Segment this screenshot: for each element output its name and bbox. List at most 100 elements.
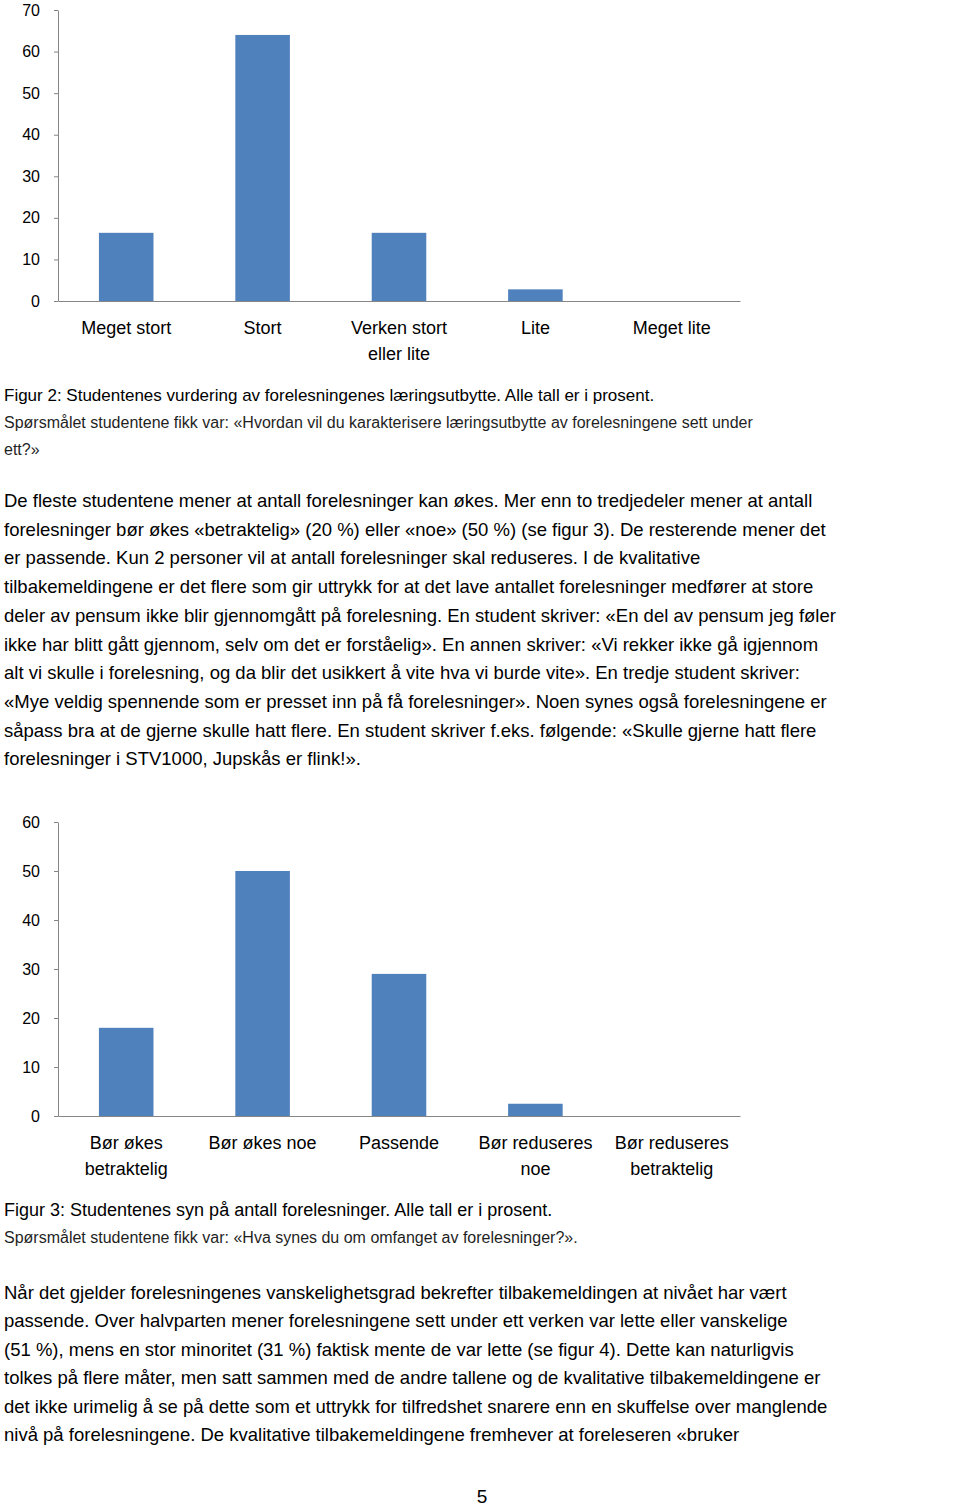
- page: {"chart_data": [ {"type": "bar", "catego…: [0, 0, 960, 1507]
- category-label-line: Meget stort: [81, 318, 171, 338]
- y-tick: 40: [22, 912, 58, 929]
- bar: [645, 301, 700, 302]
- tick-label: 20: [22, 1010, 40, 1027]
- tick-mark: [54, 1067, 58, 1068]
- y-tick: 10: [22, 1059, 58, 1076]
- tick-mark: [54, 218, 58, 219]
- category-label-line: Bør reduseres: [615, 1133, 729, 1153]
- axis-line: [59, 1116, 741, 1117]
- tick-label: 50: [22, 863, 40, 880]
- x-tick: Bør reduseres betraktelig: [615, 1116, 729, 1179]
- document-text: Figur 2: Studentenes vurdering av forele…: [4, 386, 836, 1507]
- category-label-line: betraktelig: [630, 1159, 713, 1179]
- x-axis: Bør økes betraktelig Bør økes noe Passende B…: [59, 1116, 741, 1179]
- category-label: Bør reduseres betraktelig: [615, 1133, 729, 1179]
- category-label-line: Bør økes noe: [209, 1133, 317, 1153]
- body-text-line: alt vi skulle i forelesning, og da blir …: [4, 662, 800, 683]
- tick-label: 50: [22, 85, 40, 102]
- figure-question: Spørsmålet studentene fikk var: «Hva syn…: [4, 1229, 578, 1246]
- body-text-line: deler av pensum ikke blir gjennomgått på…: [4, 605, 836, 626]
- figure-question: Spørsmålet studentene fikk var: «Hvordan…: [4, 414, 753, 431]
- axis-line: [58, 823, 59, 1117]
- bar: [372, 974, 427, 1116]
- category-label: Bør økes noe: [209, 1133, 317, 1153]
- tick-mark: [54, 301, 58, 302]
- body-text-line: forelesninger i STV1000, Jupskås er flin…: [4, 748, 361, 769]
- x-tick: Bør økes betraktelig: [85, 1116, 168, 1179]
- tick-mark: [54, 52, 58, 53]
- x-tick: Bør økes noe: [209, 1116, 317, 1153]
- category-label-line: noe: [520, 1159, 550, 1179]
- category-label: Passende: [359, 1133, 439, 1153]
- body-text-line: «Mye veldig spennende som er presset inn…: [4, 691, 827, 712]
- y-tick: 30: [22, 961, 58, 978]
- bar: [99, 233, 154, 301]
- category-label-line: Meget lite: [633, 318, 711, 338]
- y-tick: 70: [22, 2, 58, 19]
- bar: [645, 1116, 700, 1117]
- x-axis: Meget stort Stort Verken storteller lite Li…: [59, 301, 741, 364]
- y-tick: 20: [22, 209, 58, 226]
- axis-line: [58, 11, 59, 302]
- category-label: Meget stort: [81, 318, 171, 338]
- figure-caption: Figur 3: Studentenes syn på antall forel…: [4, 1200, 552, 1220]
- x-tick: Lite: [521, 301, 550, 338]
- bar: [508, 1104, 563, 1116]
- bar: [235, 35, 290, 301]
- tick-mark: [54, 1018, 58, 1019]
- y-tick: 50: [22, 85, 58, 102]
- tick-mark: [54, 969, 58, 970]
- x-tick: Verken storteller lite: [351, 301, 447, 364]
- bar: [235, 871, 290, 1116]
- tick-label: 0: [31, 293, 40, 310]
- tick-label: 10: [22, 1059, 40, 1076]
- category-label: Meget lite: [633, 318, 711, 338]
- tick-mark: [54, 920, 58, 921]
- y-tick: 50: [22, 863, 58, 880]
- bars: [99, 35, 563, 301]
- bar: [372, 233, 427, 301]
- tick-label: 40: [22, 126, 40, 143]
- category-label: Verken storteller lite: [351, 318, 447, 364]
- body-text-line: passende. Over halvparten mener forelesn…: [4, 1310, 788, 1331]
- tick-mark: [54, 93, 58, 94]
- tick-mark: [54, 135, 58, 136]
- x-tick: Meget lite: [633, 301, 711, 338]
- tick-label: 60: [22, 814, 40, 831]
- y-tick: 20: [22, 1010, 58, 1027]
- body-text-line: Når det gjelder forelesningenes vanskeli…: [4, 1282, 787, 1303]
- y-tick: 30: [22, 168, 58, 185]
- axis-line: [59, 301, 741, 302]
- tick-label: 30: [22, 168, 40, 185]
- page-canvas: 0 10 20 30 40 50 60 70 Meget stort Stort Verken st…: [0, 0, 960, 1507]
- body-text-line: forelesninger bør økes «betraktelig» (20…: [4, 519, 826, 540]
- category-label: Bør økes betraktelig: [85, 1133, 168, 1179]
- tick-label: 40: [22, 912, 40, 929]
- category-label: Lite: [521, 318, 550, 338]
- tick-label: 0: [31, 1108, 40, 1125]
- tick-mark: [54, 176, 58, 177]
- tick-mark: [54, 1116, 58, 1117]
- category-label-line: eller lite: [368, 344, 430, 364]
- bar: [99, 1028, 154, 1116]
- category-label-line: Bør reduseres: [478, 1133, 592, 1153]
- body-text-line: (51 %), mens en stor minoritet (31 %) fa…: [4, 1339, 794, 1360]
- tick-label: 20: [22, 209, 40, 226]
- y-axis: 0 10 20 30 40 50 60: [22, 814, 58, 1125]
- category-label: Bør reduseres noe: [478, 1133, 592, 1179]
- category-label-line: Stort: [244, 318, 282, 338]
- y-tick: 60: [22, 814, 58, 831]
- x-tick: Meget stort: [81, 301, 171, 338]
- y-axis: 010203040506070: [22, 2, 58, 310]
- tick-label: 70: [22, 2, 40, 19]
- category-label-line: Passende: [359, 1133, 439, 1153]
- category-label-line: betraktelig: [85, 1159, 168, 1179]
- body-text-line: er passende. Kun 2 personer vil at antal…: [4, 547, 700, 568]
- category-label-line: Bør økes: [90, 1133, 163, 1153]
- y-tick: 0: [31, 293, 58, 310]
- body-text-line: ikke har blitt gått gjennom, selv om det…: [4, 634, 818, 655]
- body-text-line: tilbakemeldingene er det flere som gir u…: [4, 576, 813, 597]
- bars: [99, 871, 563, 1116]
- tick-label: 30: [22, 961, 40, 978]
- category-label-line: Lite: [521, 318, 550, 338]
